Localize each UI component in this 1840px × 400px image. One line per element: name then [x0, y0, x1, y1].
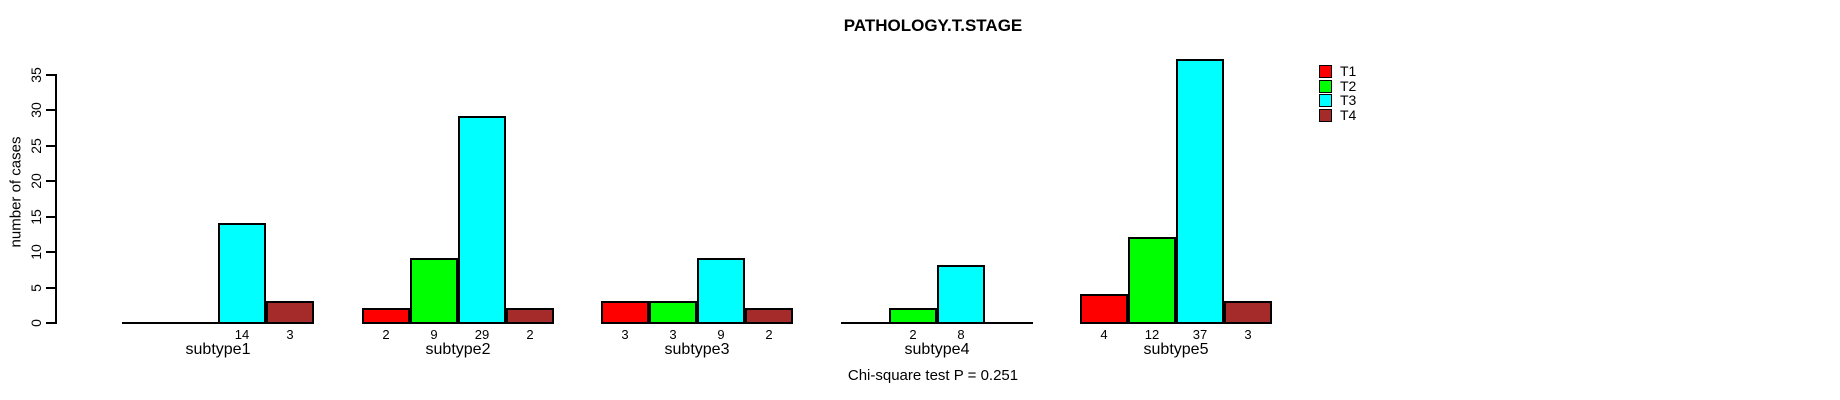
- bar-value-T4-subtype3: 2: [765, 327, 773, 342]
- bar-T2-subtype2: [410, 258, 458, 324]
- bar-T2-subtype3: [649, 300, 697, 324]
- bar-value-T3-subtype2: 29: [474, 327, 490, 342]
- bar-value-T3-subtype4: 8: [957, 327, 965, 342]
- legend-label-T1: T1: [1340, 63, 1357, 79]
- y-tick-label: 20: [28, 173, 44, 189]
- legend-swatch-T3: [1319, 94, 1332, 107]
- y-tick-mark: [46, 180, 55, 182]
- y-tick-mark: [46, 73, 55, 76]
- bar-T1-subtype5: [1080, 293, 1128, 324]
- chart-title: PATHOLOGY.T.STAGE: [843, 16, 1023, 35]
- bar-T4-subtype1: [266, 300, 314, 324]
- y-axis-label: number of cases: [7, 136, 25, 248]
- bar-T3-subtype2: [458, 116, 506, 324]
- bar-T2-subtype5: [1128, 236, 1176, 324]
- bar-value-T4-subtype2: 2: [526, 327, 534, 342]
- bar-value-T1-subtype2: 2: [382, 327, 390, 342]
- bar-value-T2-subtype2: 9: [430, 327, 438, 342]
- y-tick-label: 0: [28, 319, 44, 327]
- bar-T1-subtype2: [362, 307, 410, 324]
- category-label-subtype1: subtype1: [185, 341, 251, 358]
- y-tick-mark: [46, 109, 55, 111]
- bar-T3-subtype4: [937, 265, 985, 324]
- legend-swatch-T1: [1319, 65, 1332, 78]
- y-tick-mark: [46, 322, 55, 324]
- y-tick-mark: [46, 144, 55, 147]
- y-tick-label: 25: [28, 137, 44, 154]
- category-label-subtype5: subtype5: [1143, 341, 1209, 358]
- bar-T3-subtype1: [218, 222, 266, 324]
- bar-value-T1-subtype3: 3: [621, 327, 629, 342]
- legend-swatch-T2: [1319, 79, 1332, 93]
- bar-T3-subtype3: [697, 258, 745, 324]
- y-tick-mark: [46, 286, 55, 289]
- category-label-subtype2: subtype2: [425, 341, 491, 358]
- legend-label-T4: T4: [1340, 106, 1357, 123]
- bar-value-T2-subtype5: 12: [1144, 327, 1160, 342]
- bar-value-T3-subtype1: 14: [234, 327, 250, 342]
- bar-T1-subtype3: [601, 300, 649, 324]
- category-label-subtype4: subtype4: [904, 341, 970, 358]
- y-tick-label: 30: [28, 102, 44, 118]
- legend-label-T3: T3: [1340, 92, 1357, 108]
- bar-value-T3-subtype3: 9: [717, 327, 725, 342]
- y-tick-label: 35: [28, 66, 44, 83]
- bar-value-T3-subtype5: 37: [1192, 327, 1208, 342]
- legend-label-T2: T2: [1340, 77, 1357, 94]
- legend-swatch-T4: [1319, 108, 1332, 122]
- bar-value-T4-subtype1: 3: [286, 327, 294, 342]
- bar-T4-subtype5: [1224, 300, 1272, 324]
- y-tick-mark: [46, 215, 55, 218]
- y-tick-mark: [46, 251, 55, 253]
- y-tick-label: 15: [28, 208, 44, 225]
- bar-T3-subtype5: [1176, 59, 1224, 324]
- bar-value-T4-subtype5: 3: [1244, 327, 1252, 342]
- bar-T2-subtype4: [889, 307, 937, 324]
- category-label-subtype3: subtype3: [664, 341, 730, 358]
- bar-T4-subtype3: [745, 307, 793, 324]
- bar-T4-subtype2: [506, 307, 554, 324]
- y-tick-label: 10: [28, 244, 44, 260]
- bar-value-T1-subtype5: 4: [1100, 327, 1108, 342]
- bar-value-T2-subtype3: 3: [669, 327, 677, 342]
- chi-square-annotation: Chi-square test P = 0.251: [847, 367, 1019, 384]
- bar-value-T2-subtype4: 2: [909, 327, 917, 342]
- y-axis-line: [55, 73, 57, 324]
- y-tick-label: 5: [28, 283, 44, 292]
